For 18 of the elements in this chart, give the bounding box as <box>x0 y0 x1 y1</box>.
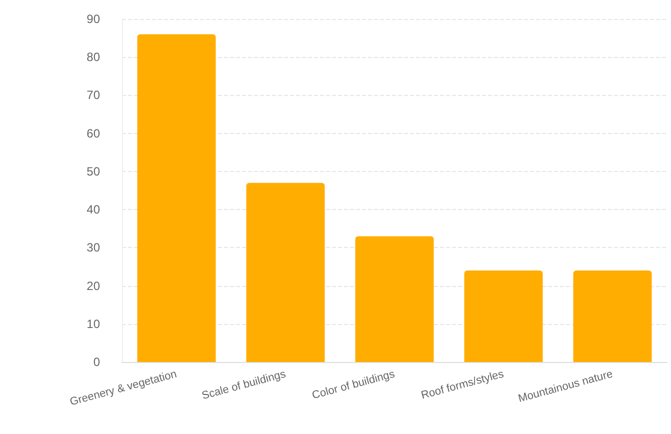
y-tick-label: 80 <box>86 50 100 64</box>
y-tick-label: 20 <box>86 278 100 293</box>
x-tick-label: Greenery & vegetation <box>68 368 178 408</box>
x-tick-label: Scale of buildings <box>200 368 288 402</box>
bar <box>355 236 434 362</box>
bar <box>464 270 543 362</box>
y-tick-label: 50 <box>86 164 100 178</box>
y-tick-label: 40 <box>86 202 100 217</box>
bar <box>246 182 325 362</box>
bar <box>573 270 652 362</box>
y-tick-label: 10 <box>86 316 100 331</box>
y-tick-label: 30 <box>86 240 100 255</box>
y-tick-label: 60 <box>86 126 100 140</box>
y-tick-label: 90 <box>86 12 100 26</box>
x-tick-label: Color of buildings <box>310 368 397 402</box>
y-tick-label: 0 <box>93 355 100 369</box>
y-tick-label: 70 <box>86 88 100 102</box>
bar <box>137 34 216 362</box>
